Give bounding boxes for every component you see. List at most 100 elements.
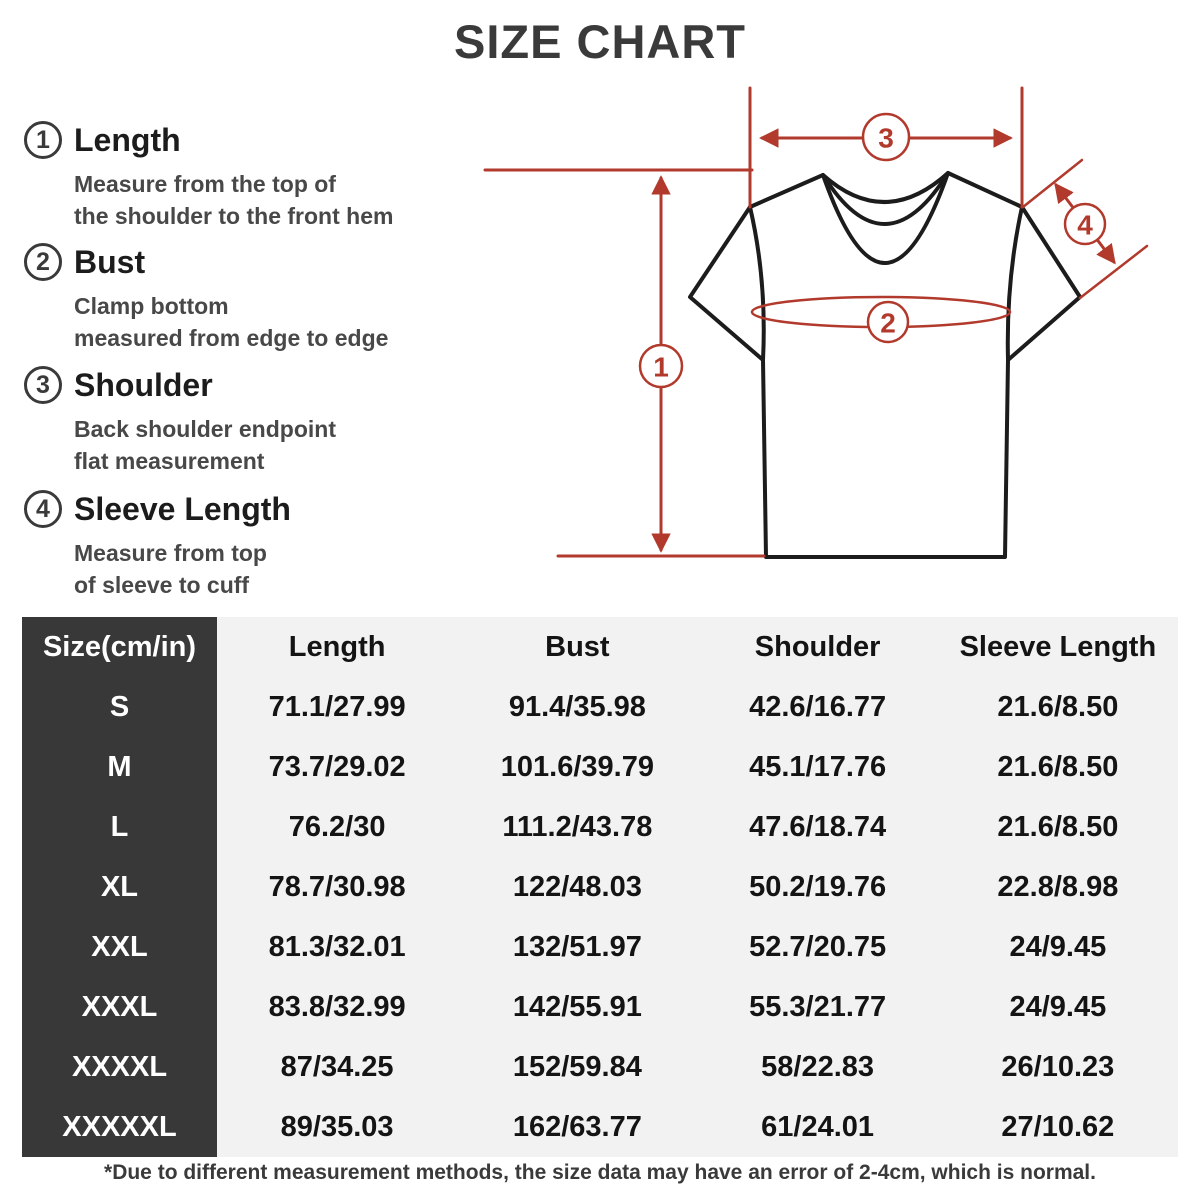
measurement-value-cell: 55.3/21.77 — [697, 977, 938, 1037]
header-sleeve-length: Sleeve Length — [937, 617, 1178, 677]
circle-label-3 — [861, 112, 911, 162]
size-table-body: S 71.1/27.99 91.4/35.98 42.6/16.77 21.6/8.50… — [22, 677, 1178, 1157]
measurement-value-cell: 132/51.97 — [457, 917, 698, 977]
table-row: L 76.2/30 111.2/43.78 47.6/18.74 21.6/8.50 — [22, 797, 1178, 857]
label-2-text: 2 — [880, 308, 896, 339]
description-line: measured from edge to edge — [74, 325, 389, 351]
instruction-description: Clamp bottom measured from edge to edge — [74, 290, 544, 354]
instruction-title: Length — [74, 121, 181, 158]
size-label-cell: XXXL — [22, 977, 217, 1037]
measurement-value-cell: 22.8/8.98 — [937, 857, 1178, 917]
number-3-icon: 3 — [24, 366, 62, 404]
measurement-disclaimer: *Due to different measurement methods, t… — [104, 1161, 1096, 1184]
size-label-cell: XXXXL — [22, 1037, 217, 1097]
table-row: XXL 81.3/32.01 132/51.97 52.7/20.75 24/9.45 — [22, 917, 1178, 977]
description-line: Measure from the top of — [74, 171, 336, 197]
table-row: XXXXXL 89/35.03 162/63.77 61/24.01 27/10.62 — [22, 1097, 1178, 1157]
measurement-value-cell: 24/9.45 — [937, 977, 1178, 1037]
size-label-cell: L — [22, 797, 217, 857]
tshirt-body — [688, 171, 1082, 559]
page-title: SIZE CHART — [454, 15, 746, 68]
description-line: flat measurement — [74, 448, 265, 474]
label-3-text: 3 — [878, 123, 894, 154]
instruction-heading: 3 Shoulder — [24, 366, 544, 404]
left-armhole-seam — [748, 205, 766, 362]
instruction-heading: 2 Bust — [24, 243, 544, 281]
instruction-description: Back shoulder endpoint flat measurement — [74, 413, 544, 477]
measurement-value-cell: 142/55.91 — [457, 977, 698, 1037]
measurement-value-cell: 81.3/32.01 — [217, 917, 458, 977]
header-bust: Bust — [457, 617, 698, 677]
header-length: Length — [217, 617, 458, 677]
measurement-value-cell: 58/22.83 — [697, 1037, 938, 1097]
measurement-value-cell: 71.1/27.99 — [217, 677, 458, 737]
description-line: Measure from top — [74, 540, 267, 566]
size-label-cell: M — [22, 737, 217, 797]
description-line: Back shoulder endpoint — [74, 416, 336, 442]
size-label-cell: XXXXXL — [22, 1097, 217, 1157]
number-4-icon: 4 — [24, 490, 62, 528]
measurement-value-cell: 26/10.23 — [937, 1037, 1178, 1097]
measurement-value-cell: 27/10.62 — [937, 1097, 1178, 1157]
size-label-cell: XL — [22, 857, 217, 917]
size-label-cell: S — [22, 677, 217, 737]
table-row: XL 78.7/30.98 122/48.03 50.2/19.76 22.8/8.98 — [22, 857, 1178, 917]
header-size: Size(cm/in) — [22, 617, 217, 677]
label-4-text: 4 — [1077, 210, 1093, 241]
table-header-row: Size(cm/in) Length Bust Shoulder Sleeve … — [22, 617, 1178, 677]
measurement-value-cell: 111.2/43.78 — [457, 797, 698, 857]
number-2-icon: 2 — [24, 243, 62, 281]
instruction-bust: 2 Bust Clamp bottom measured from edge t… — [24, 243, 544, 354]
measurement-value-cell: 61/24.01 — [697, 1097, 938, 1157]
measurement-value-cell: 47.6/18.74 — [697, 797, 938, 857]
measurement-value-cell: 21.6/8.50 — [937, 797, 1178, 857]
description-line: of sleeve to cuff — [74, 572, 250, 598]
measurement-value-cell: 42.6/16.77 — [697, 677, 938, 737]
instruction-heading: 1 Length — [24, 121, 544, 159]
measurement-value-cell: 122/48.03 — [457, 857, 698, 917]
header-shoulder: Shoulder — [697, 617, 938, 677]
instruction-description: Measure from top of sleeve to cuff — [74, 537, 544, 601]
table-row: S 71.1/27.99 91.4/35.98 42.6/16.77 21.6/8.50 — [22, 677, 1178, 737]
size-table: Size(cm/in) Length Bust Shoulder Sleeve … — [22, 617, 1178, 1157]
measurement-value-cell: 50.2/19.76 — [697, 857, 938, 917]
collar-outer-line — [821, 171, 950, 265]
collar-band-line — [821, 171, 950, 226]
tshirt-outline — [688, 171, 1082, 559]
measurement-value-cell: 83.8/32.99 — [217, 977, 458, 1037]
measurement-value-cell: 24/9.45 — [937, 917, 1178, 977]
table-row: XXXL 83.8/32.99 142/55.91 55.3/21.77 24/9.45 — [22, 977, 1178, 1037]
measurement-value-cell: 89/35.03 — [217, 1097, 458, 1157]
circle-label-2 — [866, 300, 910, 344]
circle-label-1 — [638, 343, 684, 389]
sleeve-tick-bottom-line — [1078, 244, 1149, 300]
measurement-value-cell: 21.6/8.50 — [937, 737, 1178, 797]
measurement-value-cell: 78.7/30.98 — [217, 857, 458, 917]
size-label-cell: XXL — [22, 917, 217, 977]
measurement-value-cell: 45.1/17.76 — [697, 737, 938, 797]
instruction-title: Shoulder — [74, 366, 213, 403]
circle-label-4 — [1063, 202, 1107, 246]
right-armhole-seam — [1005, 205, 1024, 362]
instruction-length: 1 Length Measure from the top of the sho… — [24, 121, 544, 232]
sleeve-tick-top-line — [1021, 158, 1084, 209]
label-1-text: 1 — [653, 352, 669, 383]
description-line: Clamp bottom — [74, 293, 229, 319]
measurement-value-cell: 76.2/30 — [217, 797, 458, 857]
measurement-value-cell: 87/34.25 — [217, 1037, 458, 1097]
instruction-title: Sleeve Length — [74, 490, 291, 527]
tshirt-measurement-diagram: 3 1 2 4 — [483, 86, 1149, 559]
table-row: M 73.7/29.02 101.6/39.79 45.1/17.76 21.6/8.5… — [22, 737, 1178, 797]
instruction-description: Measure from the top of the shoulder to … — [74, 168, 544, 232]
instruction-title: Bust — [74, 243, 146, 280]
instruction-shoulder: 3 Shoulder Back shoulder endpoint flat m… — [24, 366, 544, 477]
measurement-value-cell: 73.7/29.02 — [217, 737, 458, 797]
measurement-labels: 3 1 2 4 — [638, 112, 1107, 389]
instruction-sleeve-length: 4 Sleeve Length Measure from top of slee… — [24, 490, 544, 601]
instruction-heading: 4 Sleeve Length — [24, 490, 544, 528]
measurement-value-cell: 101.6/39.79 — [457, 737, 698, 797]
table-row: XXXXL 87/34.25 152/59.84 58/22.83 26/10.23 — [22, 1037, 1178, 1097]
measurement-value-cell: 162/63.77 — [457, 1097, 698, 1157]
measurement-value-cell: 21.6/8.50 — [937, 677, 1178, 737]
